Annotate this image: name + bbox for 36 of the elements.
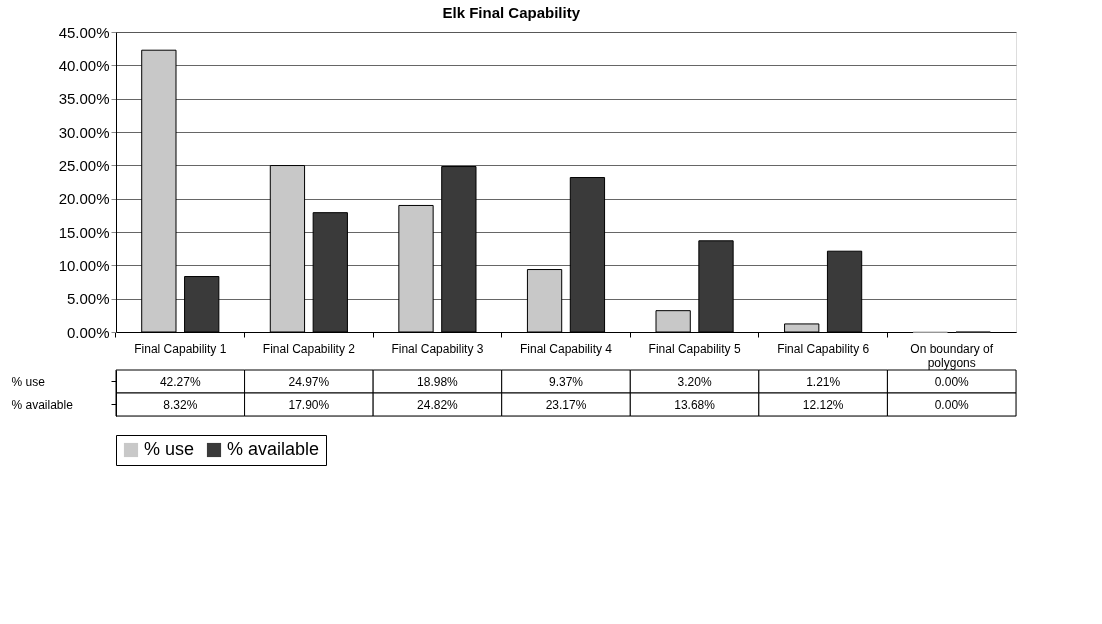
x-tick-label: Final Capability 1: [134, 341, 227, 356]
y-tick-label: 25.00%: [58, 156, 110, 174]
y-tick-label: 40.00%: [58, 56, 110, 74]
y-tick-label: 5.00%: [66, 290, 110, 308]
text: % use: [11, 374, 45, 389]
data-label: 23.17%: [545, 397, 587, 412]
data-label: 42.27%: [159, 374, 201, 389]
data-label: 24.97%: [288, 374, 330, 389]
data-label: 18.98%: [417, 374, 459, 389]
data-label: 0.00%: [934, 374, 970, 389]
data-label: 0.00%: [934, 397, 970, 412]
x-tick-label: Final Capability 3: [391, 341, 484, 356]
data-label: 1.21%: [806, 374, 841, 389]
x-tick-label: Final Capability 2: [262, 341, 356, 356]
y-tick-label: 10.00%: [58, 256, 110, 274]
y-tick-label: 30.00%: [58, 123, 110, 141]
y-tick-label: 15.00%: [58, 223, 110, 241]
data-label: 8.32%: [163, 397, 198, 412]
y-tick-label: 35.00%: [58, 90, 110, 108]
y-tick-label: 45.00%: [58, 23, 110, 41]
x-tick-label: Final Capability 5: [648, 341, 741, 356]
y-tick-label: 0.00%: [66, 323, 110, 341]
legend-label: % use: [144, 439, 195, 459]
data-label: 12.12%: [802, 397, 844, 412]
x-tick-label: Final Capability 4: [519, 341, 613, 356]
chart-title: Elk Final Capability: [442, 3, 581, 21]
x-tick-label: On boundary of polygons: [910, 341, 994, 370]
y-tick-label: 20.00%: [58, 190, 110, 208]
data-label: 13.68%: [674, 397, 716, 412]
data-label: 17.90%: [288, 397, 330, 412]
text: % available: [11, 397, 73, 412]
data-label: 3.20%: [677, 374, 712, 389]
data-label: 24.82%: [417, 397, 459, 412]
legend-label: % available: [227, 439, 320, 459]
data-label: 9.37%: [548, 374, 584, 389]
x-tick-label: Final Capability 6: [777, 341, 870, 356]
